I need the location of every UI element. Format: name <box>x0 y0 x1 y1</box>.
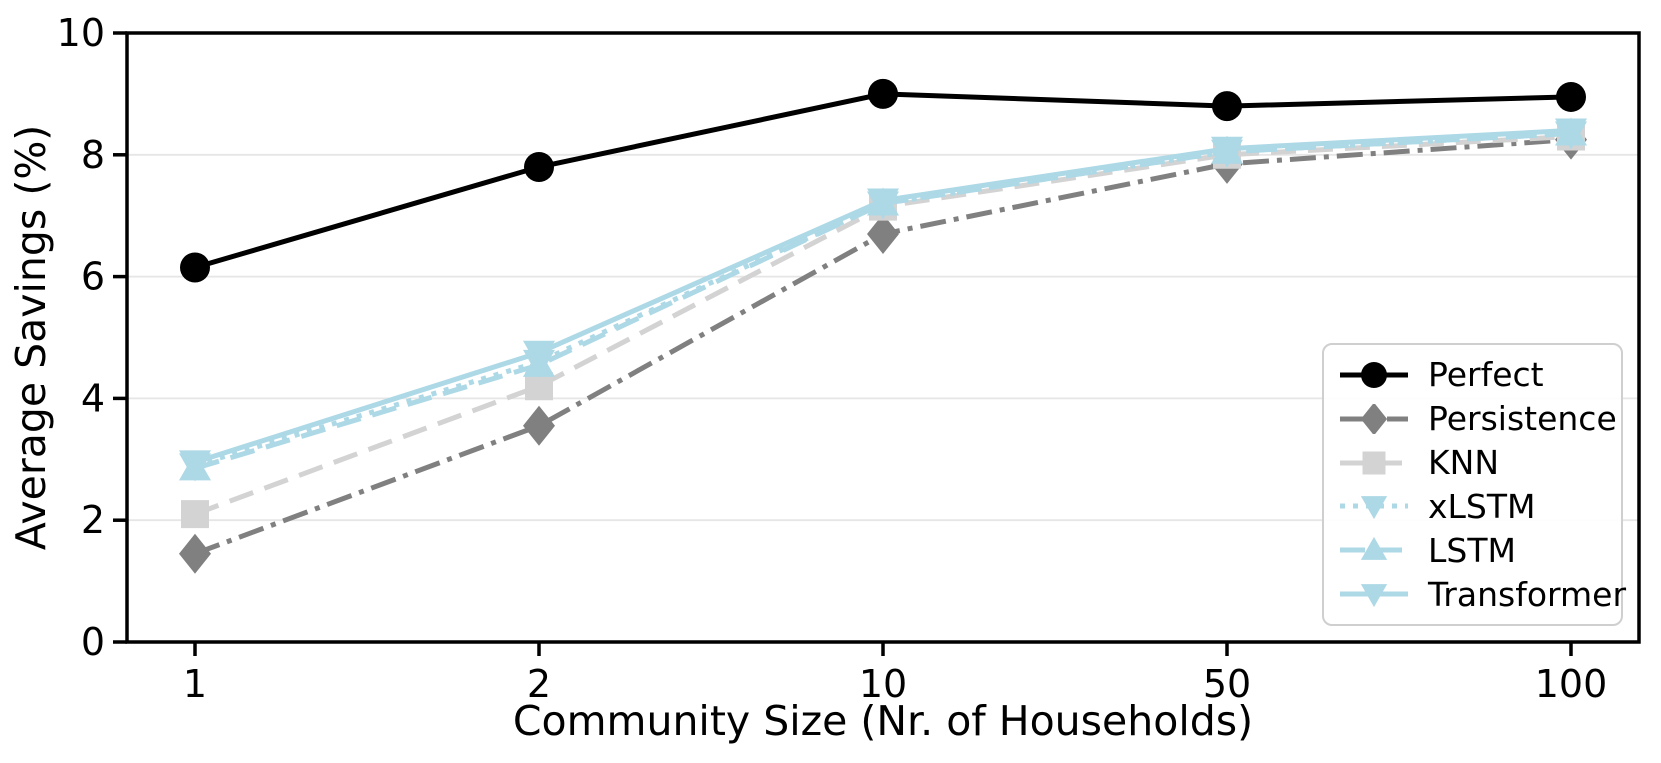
x-tick-label-50: 50 <box>1203 662 1251 706</box>
marker-knn-2 <box>525 372 553 401</box>
marker-transformer-10 <box>867 188 899 217</box>
legend-sample-triangle-down-icon <box>1340 496 1408 520</box>
y-tick-label-4: 4 <box>81 376 105 420</box>
y-tick-label-2: 2 <box>81 498 105 542</box>
legend-label-knn: KNN <box>1428 443 1500 483</box>
y-axis-label: Average Savings (%) <box>7 125 55 551</box>
legend-sample-triangle-down-icon <box>1340 584 1408 608</box>
legend-sample-circle-icon <box>1340 361 1408 388</box>
marker-persistence-2 <box>523 405 555 446</box>
legend-item-lstm: LSTM <box>1338 529 1607 571</box>
marker-knn-1 <box>181 500 209 529</box>
marker-perfect-50 <box>1212 91 1242 122</box>
legend-item-persistence: Persistence <box>1338 398 1617 440</box>
legend-label-transformer: Transformer <box>1428 574 1627 614</box>
legend-label-perfect: Perfect <box>1428 355 1544 395</box>
marker-persistence-1 <box>179 533 211 574</box>
legend: Perfect Persistence KNN xLSTM LSTM Transforme… <box>1322 343 1626 626</box>
legend-sample-square-icon <box>1340 451 1408 475</box>
legend-item-knn: KNN <box>1338 442 1607 484</box>
x-tick-label-10: 10 <box>859 662 907 706</box>
y-tick-label-8: 8 <box>81 133 105 177</box>
legend-sample-diamond-icon <box>1340 403 1408 434</box>
x-axis-label: Community Size (Nr. of Households) <box>513 697 1253 745</box>
y-tick-label-6: 6 <box>81 255 105 299</box>
x-tick-label-100: 100 <box>1535 662 1608 706</box>
legend-item-perfect: Perfect <box>1338 354 1607 396</box>
marker-perfect-10 <box>868 78 898 109</box>
legend-sample-triangle-up-icon <box>1340 537 1408 561</box>
marker-persistence-10 <box>867 213 899 254</box>
y-tick-label-10: 10 <box>57 11 105 55</box>
x-tick-label-1: 1 <box>183 662 207 706</box>
marker-transformer-2 <box>523 340 555 369</box>
marker-transformer-1 <box>179 450 211 479</box>
legend-label-lstm: LSTM <box>1428 530 1516 570</box>
series-line-lstm <box>194 131 1572 471</box>
marker-perfect-1 <box>180 252 210 283</box>
legend-item-xlstm: xLSTM <box>1338 485 1607 527</box>
y-tick-label-0: 0 <box>81 620 105 664</box>
legend-label-xlstm: xLSTM <box>1428 486 1536 526</box>
x-tick-label-2: 2 <box>527 662 551 706</box>
legend-item-transformer: Transformer <box>1338 573 1626 615</box>
legend-label-persistence: Persistence <box>1428 399 1617 439</box>
marker-transformer-100 <box>1555 118 1587 147</box>
marker-perfect-2 <box>524 151 554 182</box>
marker-transformer-50 <box>1211 136 1243 165</box>
marker-perfect-100 <box>1556 81 1586 112</box>
